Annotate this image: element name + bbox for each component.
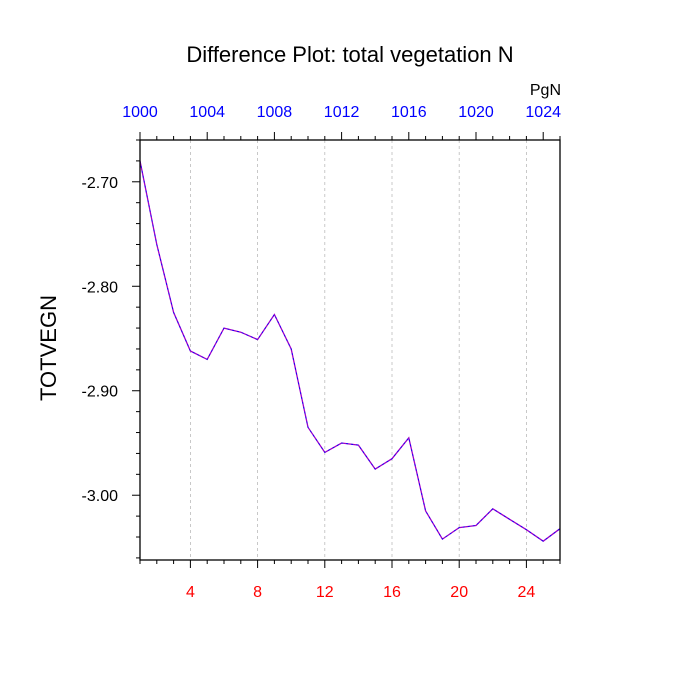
y-axis-label: TOTVEGN: [36, 295, 61, 401]
top-tick-label: 1000: [122, 104, 158, 121]
series-line: [139, 160, 561, 542]
top-tick-label: 1016: [391, 104, 427, 121]
data-series: [139, 160, 561, 542]
x-tick-label: 12: [316, 584, 334, 601]
x-tick-label: 24: [518, 584, 536, 601]
y-tick-label: -2.80: [82, 279, 119, 296]
x-tick-label: 4: [186, 584, 195, 601]
plot-frame: [139, 139, 561, 561]
axis-ticks: [132, 132, 561, 568]
top-tick-label: 1012: [324, 104, 360, 121]
tick-labels: 4 8 12 16 20 24 1000 1004 1008 1012 1016 1020 1024 -2…: [82, 104, 562, 601]
gridlines: [189, 140, 527, 560]
x-tick-label: 8: [253, 584, 262, 601]
top-tick-label: 1008: [257, 104, 293, 121]
y-tick-label: -2.90: [82, 384, 119, 401]
y-tick-label: -3.00: [82, 488, 119, 505]
top-tick-label: 1004: [189, 104, 225, 121]
x-tick-label: 16: [383, 584, 401, 601]
y-tick-label: -2.70: [82, 175, 119, 192]
top-axis-units: PgN: [530, 82, 561, 99]
x-tick-label: 20: [450, 584, 468, 601]
top-tick-label: 1024: [525, 104, 561, 121]
series-line-dash: [139, 160, 561, 542]
chart-title: Difference Plot: total vegetation N: [186, 42, 513, 67]
top-tick-label: 1020: [458, 104, 494, 121]
